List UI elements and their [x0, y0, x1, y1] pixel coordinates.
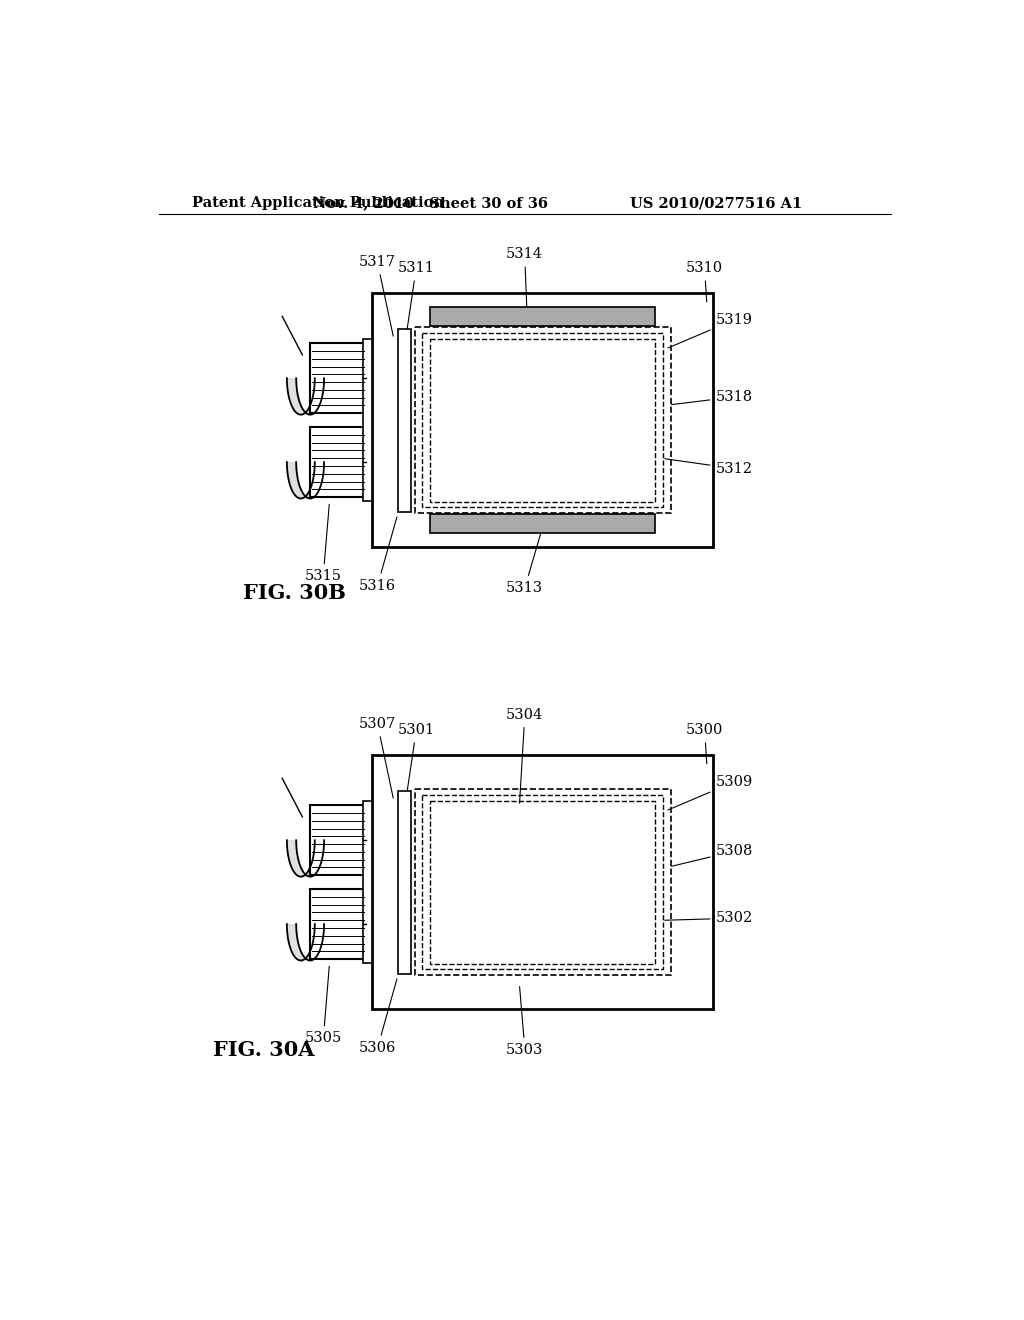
Bar	[422, 333, 663, 507]
Text: 5315: 5315	[305, 504, 342, 583]
Bar	[415, 789, 671, 975]
Text: 5304: 5304	[506, 708, 544, 803]
Bar	[430, 339, 655, 502]
Bar	[310, 428, 366, 498]
Bar	[430, 308, 655, 326]
Text: 5308: 5308	[672, 845, 753, 866]
Text: 5319: 5319	[668, 313, 753, 348]
Bar	[372, 293, 713, 548]
Text: 5310: 5310	[686, 261, 723, 302]
Text: FIG. 30B: FIG. 30B	[243, 583, 345, 603]
Text: US 2010/0277516 A1: US 2010/0277516 A1	[630, 197, 802, 210]
Text: 5313: 5313	[506, 529, 544, 595]
Text: Nov. 4, 2010   Sheet 30 of 36: Nov. 4, 2010 Sheet 30 of 36	[312, 197, 548, 210]
Text: 5305: 5305	[305, 966, 342, 1045]
Bar	[362, 339, 372, 500]
Text: 5307: 5307	[359, 717, 396, 799]
Bar	[422, 795, 663, 969]
Bar	[397, 791, 411, 974]
Bar	[415, 327, 671, 513]
Bar	[362, 801, 372, 962]
Text: 5316: 5316	[359, 517, 397, 593]
Text: 5301: 5301	[397, 723, 435, 808]
Text: 5311: 5311	[397, 261, 434, 346]
Text: 5300: 5300	[686, 723, 723, 764]
Bar	[397, 329, 411, 512]
Text: 5312: 5312	[665, 459, 753, 475]
Bar	[310, 890, 366, 960]
Text: 5309: 5309	[668, 775, 753, 810]
Text: Patent Application Publication: Patent Application Publication	[191, 197, 443, 210]
Text: 5314: 5314	[506, 248, 543, 313]
Bar	[310, 343, 366, 413]
Bar	[430, 515, 655, 533]
Text: 5306: 5306	[359, 979, 397, 1055]
Text: FIG. 30A: FIG. 30A	[213, 1040, 314, 1060]
Bar	[430, 801, 655, 964]
Text: 5317: 5317	[359, 255, 396, 337]
Bar	[310, 805, 366, 875]
Text: 5302: 5302	[665, 911, 753, 925]
Bar	[372, 755, 713, 1010]
Text: 5303: 5303	[506, 986, 544, 1057]
Text: 5318: 5318	[672, 389, 753, 405]
